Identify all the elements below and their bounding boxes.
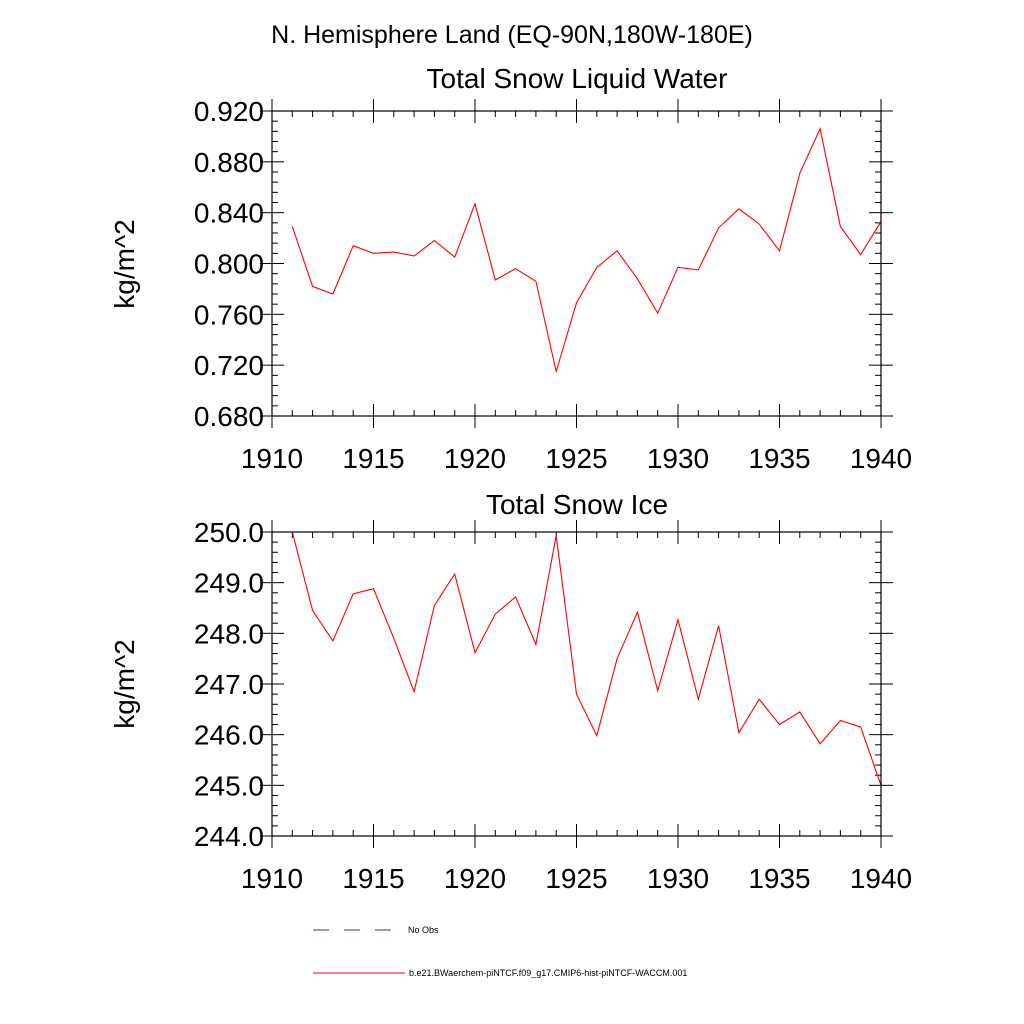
x-tick-label: 1930 xyxy=(647,443,709,474)
x-tick-label: 1915 xyxy=(342,443,404,474)
x-tick-label: 1920 xyxy=(444,443,506,474)
y-tick-label: 249.0 xyxy=(194,568,264,599)
axis-ticks xyxy=(260,520,893,848)
y-tick-label: 0.880 xyxy=(194,147,264,178)
y-tick-label: 0.920 xyxy=(194,96,264,127)
series-lines xyxy=(291,531,882,786)
x-tick-label: 1930 xyxy=(647,863,709,894)
legend-label-no-obs: No Obs xyxy=(408,925,439,935)
series-line xyxy=(291,531,882,786)
y-tick-label: 0.720 xyxy=(194,350,264,381)
y-tick-label: 245.0 xyxy=(194,770,264,801)
panel-title: Total Snow Ice xyxy=(486,489,668,520)
plot-frame xyxy=(271,110,882,417)
x-tick-label: 1920 xyxy=(444,863,506,894)
y-tick-label: 244.0 xyxy=(194,821,264,852)
x-tick-label: 1910 xyxy=(241,443,303,474)
x-tick-label: 1940 xyxy=(850,863,912,894)
panel-snow-liquid-water: Total Snow Liquid Water kg/m^2 1910 1915 1… xyxy=(109,63,912,474)
axis-ticks xyxy=(260,99,893,428)
series-line xyxy=(291,127,882,374)
y-axis-label: kg/m^2 xyxy=(109,639,140,728)
x-tick-label: 1925 xyxy=(545,863,607,894)
panel-snow-ice: Total Snow Ice kg/m^2 1910 1915 1920 1925 19… xyxy=(109,489,912,894)
x-tick-label: 1915 xyxy=(342,863,404,894)
x-tick-label: 1940 xyxy=(850,443,912,474)
legend: No Obs b.e21.BWaerchem-piNTCF.f09_g17.CM… xyxy=(313,925,687,978)
y-tick-label: 248.0 xyxy=(194,618,264,649)
figure-title: N. Hemisphere Land (EQ-90N,180W-180E) xyxy=(271,21,753,49)
y-tick-label: 0.760 xyxy=(194,299,264,330)
y-tick-label: 0.800 xyxy=(194,249,264,280)
legend-label-model: b.e21.BWaerchem-piNTCF.f09_g17.CMIP6-his… xyxy=(409,968,687,978)
x-tick-label: 1935 xyxy=(748,863,810,894)
tick-labels: 1910 1915 1920 1925 1930 1935 1940 0.680 0.720 0.… xyxy=(194,96,912,474)
y-tick-label: 247.0 xyxy=(194,669,264,700)
y-tick-label: 250.0 xyxy=(194,517,264,548)
panel-title: Total Snow Liquid Water xyxy=(427,63,728,94)
x-tick-label: 1910 xyxy=(241,863,303,894)
x-tick-label: 1925 xyxy=(545,443,607,474)
series-lines xyxy=(291,127,882,374)
tick-labels: 1910 1915 1920 1925 1930 1935 1940 244.0 245.0 24… xyxy=(194,517,912,894)
y-tick-label: 246.0 xyxy=(194,720,264,751)
y-tick-label: 0.680 xyxy=(194,401,264,432)
y-axis-label: kg/m^2 xyxy=(109,219,140,308)
plot-frame xyxy=(271,531,882,837)
y-tick-label: 0.840 xyxy=(194,198,264,229)
x-tick-label: 1935 xyxy=(748,443,810,474)
